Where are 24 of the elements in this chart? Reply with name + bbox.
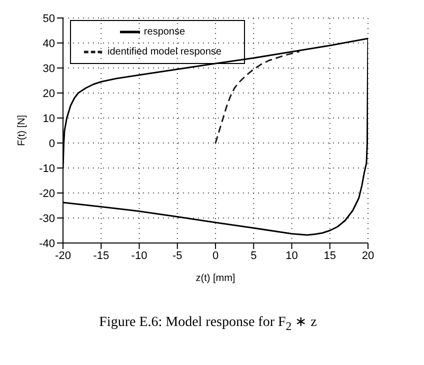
y-tick-label: 30 xyxy=(42,62,55,75)
y-tick-label: 50 xyxy=(42,12,55,25)
x-tick-label: -10 xyxy=(131,250,148,262)
x-tick-label: 20 xyxy=(362,250,374,262)
x-tick-label: 10 xyxy=(286,250,298,262)
y-tick-label: 20 xyxy=(42,88,55,100)
text: Figure E.6: Model response for F$_{2}$ ∗ z xyxy=(98,314,318,333)
x-tick-label: -15 xyxy=(93,250,110,262)
x-axis-title: z(t) [mm] xyxy=(196,273,236,284)
y-tick-label: 40 xyxy=(42,38,55,50)
x-tick-label: -20 xyxy=(55,250,71,262)
y-tick-label: -40 xyxy=(39,238,55,250)
y-axis-title: F(t) [N] xyxy=(16,114,28,146)
x-tick-label: -5 xyxy=(172,250,182,262)
x-tick-label: 5 xyxy=(250,250,257,262)
y-tick-label: 0 xyxy=(48,138,55,150)
x-tick-label: 0 xyxy=(212,250,219,262)
y-tick-label: -30 xyxy=(39,212,55,225)
y-tick-label: 10 xyxy=(42,112,55,125)
y-tick-label: -20 xyxy=(39,188,55,200)
y-tick-label: -10 xyxy=(39,162,55,175)
legend-label: identified model response xyxy=(108,46,222,58)
x-tick-label: 15 xyxy=(324,250,336,262)
legend-label: response xyxy=(144,26,186,38)
